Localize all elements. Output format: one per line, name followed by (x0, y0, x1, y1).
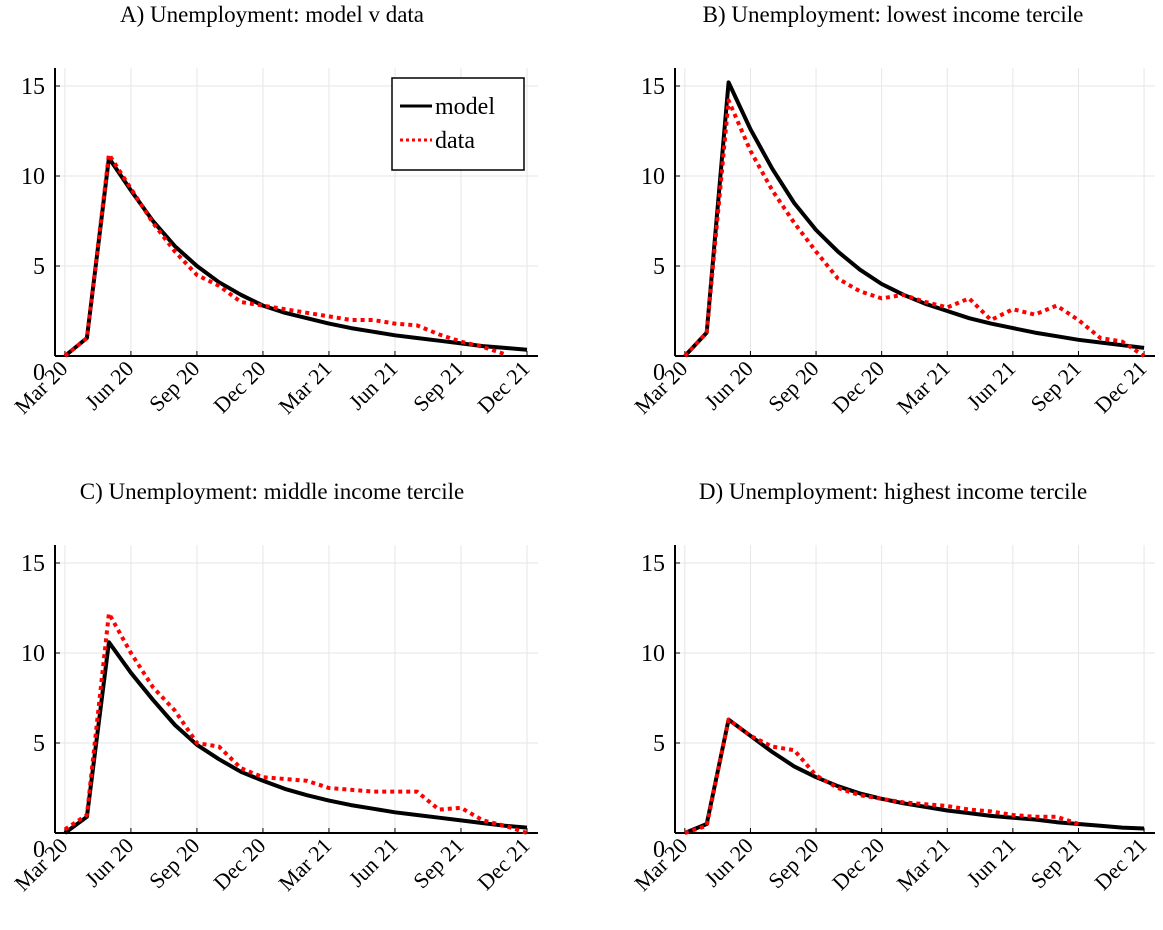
y-tick-label: 15 (21, 74, 45, 100)
series-line (63, 152, 506, 358)
legend-box (391, 77, 525, 171)
y-tick-label: 10 (641, 641, 665, 667)
y-tick-label: 5 (653, 254, 665, 280)
panel-title: C) Unemployment: middle income tercile (80, 479, 465, 504)
x-tick-label: Dec 21 (472, 833, 534, 895)
panel-title: D) Unemployment: highest income tercile (699, 479, 1087, 504)
x-tick-label: Dec 20 (827, 833, 889, 895)
x-tick-label: Dec 21 (472, 356, 534, 418)
x-tick-label: Mar 21 (892, 356, 955, 419)
x-tick-label: Dec 21 (1089, 356, 1151, 418)
y-tick-label: 0 (653, 360, 665, 386)
x-tick-label: Sep 20 (763, 833, 823, 893)
y-tick-label: 5 (653, 731, 665, 757)
x-tick-label: Jun 20 (699, 356, 758, 415)
y-tick-label: 10 (21, 641, 45, 667)
x-tick-label: Jun 21 (962, 356, 1021, 415)
x-tick-label: Sep 21 (1026, 833, 1086, 893)
y-tick-label: 10 (641, 164, 665, 190)
series-line (63, 156, 528, 358)
x-tick-label: Mar 21 (273, 833, 336, 896)
panel: D) Unemployment: highest income tercile 0… (629, 479, 1155, 896)
x-tick-label: Jun 20 (699, 833, 758, 892)
x-tick-label: Dec 20 (208, 356, 270, 418)
x-tick-label: Dec 21 (1089, 833, 1151, 895)
y-tick-label: 10 (21, 164, 45, 190)
y-tick-label: 5 (33, 254, 45, 280)
x-tick-label: Sep 20 (144, 833, 204, 893)
x-tick-label: Dec 20 (208, 833, 270, 895)
y-tick-label: 15 (21, 551, 45, 577)
x-tick-label: Sep 20 (144, 356, 204, 416)
series-line (684, 717, 1080, 835)
x-tick-label: Sep 21 (1026, 356, 1086, 416)
series-line (683, 98, 1146, 358)
legend-label: data (435, 128, 475, 154)
panel: A) Unemployment: model v data 0 5 10 15 Mar 2… (9, 2, 538, 419)
x-tick-label: Mar 21 (892, 833, 955, 896)
panel-title: A) Unemployment: model v data (120, 2, 424, 27)
legend-label: model (435, 94, 495, 120)
y-tick-label: 15 (641, 551, 665, 577)
y-tick-label: 0 (653, 837, 665, 863)
x-tick-label: Jun 20 (80, 356, 139, 415)
y-tick-label: 0 (33, 360, 45, 386)
y-tick-label: 15 (641, 74, 665, 100)
x-tick-label: Sep 21 (408, 833, 468, 893)
series-line (684, 717, 1145, 835)
x-tick-label: Sep 21 (408, 356, 468, 416)
panel-title: B) Unemployment: lowest income tercile (703, 2, 1084, 27)
y-tick-label: 5 (33, 731, 45, 757)
x-tick-label: Jun 21 (962, 833, 1021, 892)
panel: C) Unemployment: middle income tercile 0 5… (9, 479, 538, 896)
x-tick-label: Sep 20 (763, 356, 823, 416)
panel: B) Unemployment: lowest income tercile 0 5… (629, 2, 1155, 419)
x-tick-label: Jun 20 (80, 833, 139, 892)
x-tick-label: Jun 21 (344, 356, 403, 415)
x-tick-label: Jun 21 (344, 833, 403, 892)
series-line (63, 611, 528, 835)
x-tick-label: Mar 21 (273, 356, 336, 419)
y-tick-label: 0 (33, 837, 45, 863)
x-tick-label: Dec 20 (827, 356, 889, 418)
series-line (683, 80, 1145, 358)
series-line (63, 640, 528, 835)
